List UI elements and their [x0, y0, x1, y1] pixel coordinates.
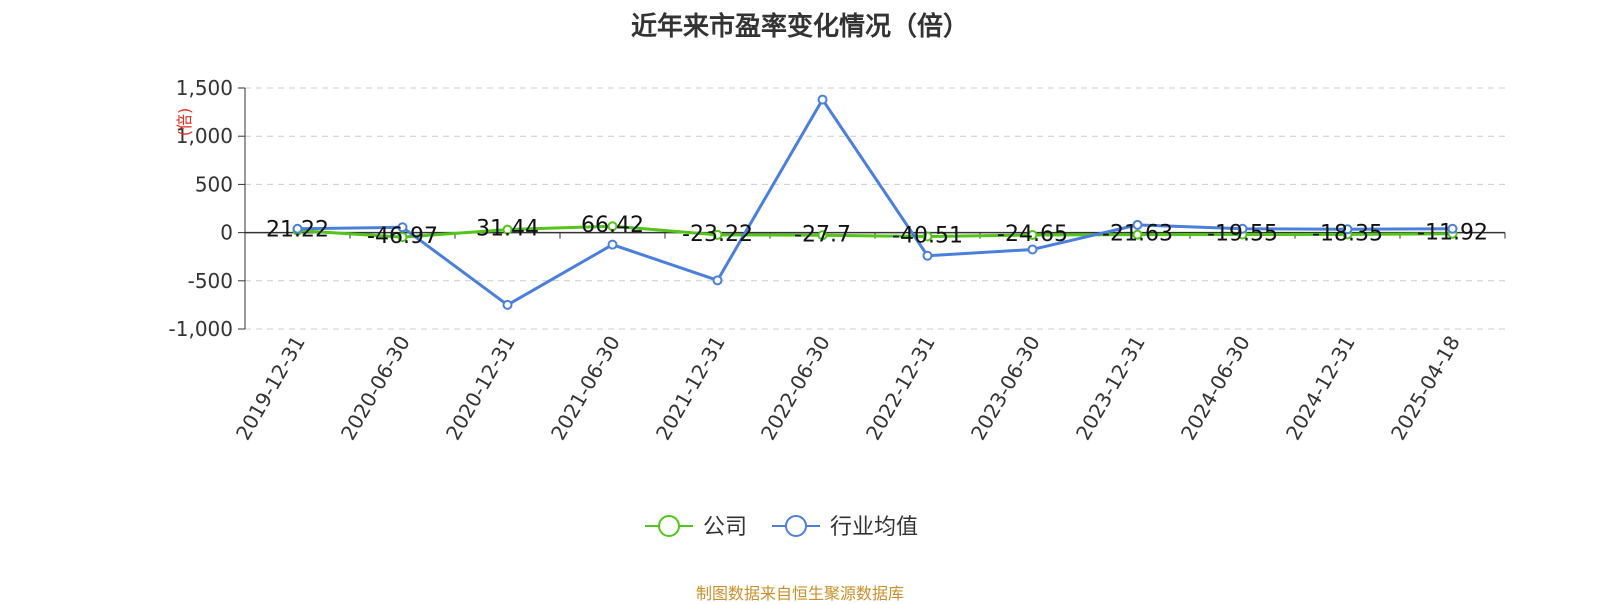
- data-label: -11.92: [1417, 221, 1488, 246]
- data-point: [817, 94, 828, 105]
- data-label: -24.65: [997, 222, 1068, 247]
- data-label: -27.7: [794, 222, 851, 247]
- data-point: [1132, 229, 1143, 240]
- data-point: [607, 239, 618, 250]
- data-point: [1027, 229, 1038, 240]
- data-labels: 21.22 -46.97 31.44 66.42 -23.22 -27.7 -40.51 -2…: [266, 213, 1488, 249]
- chart-title: 近年来市盈率变化情况（倍）: [630, 12, 969, 42]
- y-tick-label: -500: [188, 269, 233, 293]
- data-point: [1132, 219, 1143, 230]
- data-label: -23.22: [682, 222, 753, 247]
- x-tick-label: 2024-12-31: [1281, 332, 1360, 445]
- data-point: [922, 250, 933, 261]
- data-point: [712, 229, 723, 240]
- data-point: [607, 221, 618, 232]
- series-lines: [292, 94, 1458, 310]
- source-note: 制图数据来自恒生聚源数据库: [695, 584, 904, 603]
- x-tick-label: 2021-12-31: [651, 332, 730, 445]
- data-point: [397, 222, 408, 233]
- data-point: [502, 224, 513, 235]
- y-axis-label: (倍): [175, 108, 194, 137]
- legend-item-industry: 行业均值: [772, 515, 918, 540]
- data-label: -46.97: [367, 224, 438, 249]
- x-tick-label: 2021-06-30: [546, 332, 625, 445]
- data-point: [1342, 224, 1353, 235]
- legend-marker: [785, 515, 807, 537]
- x-tick-label: 2024-06-30: [1176, 332, 1255, 445]
- data-point: [502, 299, 513, 310]
- data-point: [817, 230, 828, 241]
- x-tick-label: 2023-06-30: [966, 332, 1045, 445]
- axes: 1,500 1,000 500 0 -500 -1,000 (倍) 2019-12-31 202…: [169, 76, 1506, 445]
- legend-label: 公司: [703, 515, 747, 540]
- data-label: -40.51: [892, 224, 963, 249]
- data-point: [397, 232, 408, 243]
- data-label: -21.63: [1102, 222, 1173, 247]
- data-point: [922, 231, 933, 242]
- x-tick-label: 2020-06-30: [336, 332, 415, 445]
- data-label: 21.22: [266, 218, 329, 243]
- legend-item-company: 公司: [645, 515, 747, 540]
- legend: 公司 行业均值: [645, 515, 918, 540]
- series-line-industry: [297, 98, 1453, 307]
- data-point: [292, 223, 303, 234]
- data-point: [1447, 223, 1458, 234]
- x-tick-label: 2020-12-31: [441, 332, 520, 445]
- y-tick-label: 0: [220, 221, 233, 245]
- legend-label: 行业均值: [830, 515, 918, 540]
- x-tick-label: 2023-12-31: [1071, 332, 1150, 445]
- legend-marker: [658, 515, 680, 537]
- y-tick-label: 500: [195, 172, 233, 196]
- series-line-company: [297, 224, 1453, 239]
- data-point: [712, 275, 723, 286]
- data-label: -18.35: [1312, 221, 1383, 246]
- y-tick-label: 1,500: [176, 76, 233, 100]
- y-tick-label: -1,000: [169, 317, 233, 341]
- data-label: 31.44: [476, 217, 539, 242]
- data-label: -19.55: [1207, 221, 1278, 246]
- x-tick-label: 2022-12-31: [861, 332, 940, 445]
- x-tick-label: 2019-12-31: [231, 332, 310, 445]
- grid-lines: [245, 87, 1505, 330]
- x-tick-label: 2022-06-30: [756, 332, 835, 445]
- y-tick-label: 1,000: [176, 124, 233, 148]
- data-label: 66.42: [581, 213, 644, 238]
- x-tick-label: 2025-04-18: [1386, 332, 1465, 445]
- data-point: [1027, 244, 1038, 255]
- data-point: [1237, 223, 1248, 234]
